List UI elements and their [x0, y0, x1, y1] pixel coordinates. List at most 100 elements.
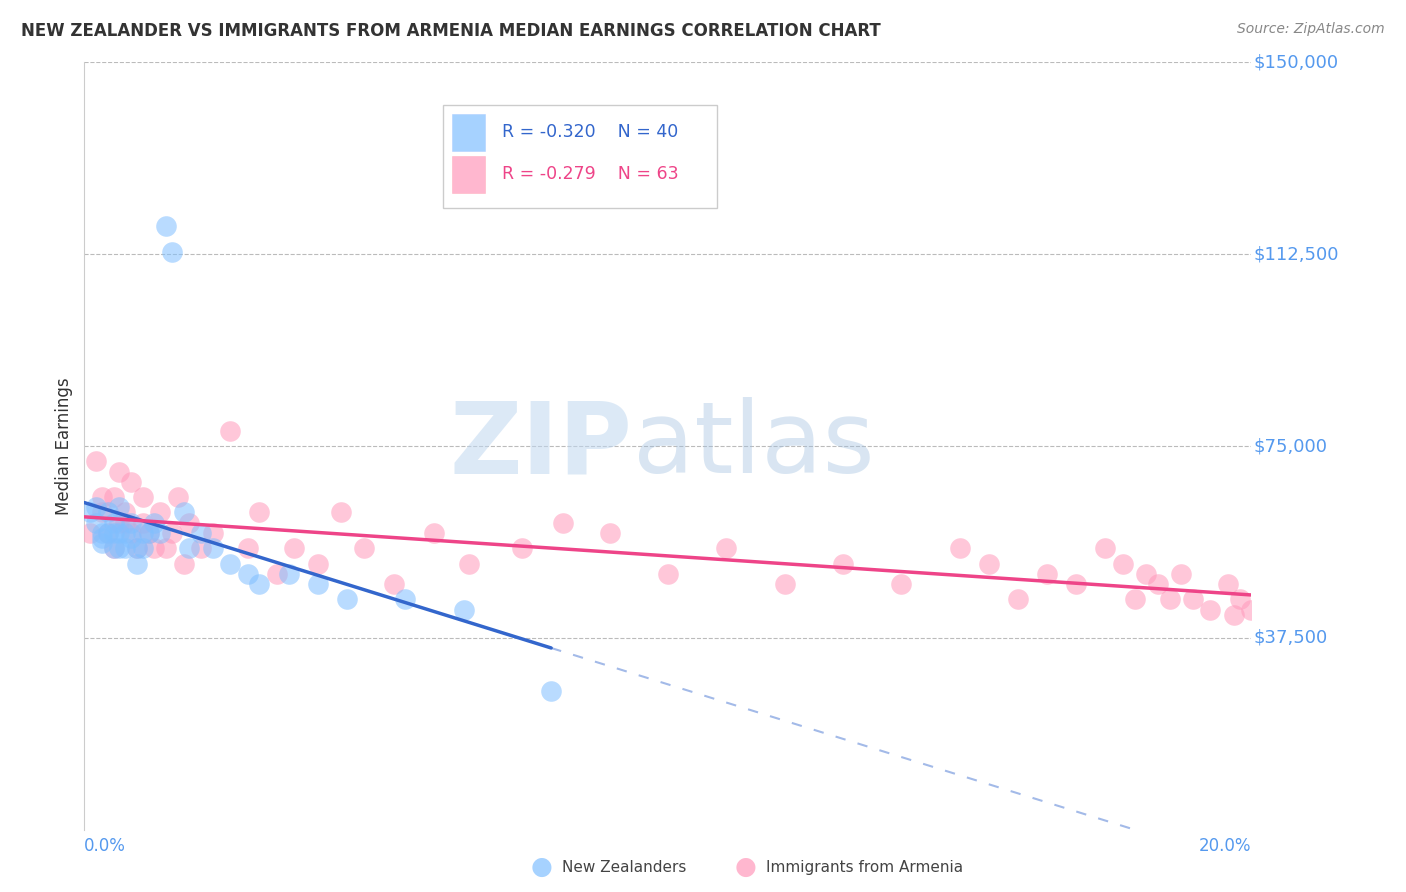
Point: [120, 516, 142, 530]
Point: [173, 506, 195, 520]
Point: [90, 525, 112, 540]
Point: [1223, 607, 1246, 622]
Point: [190, 525, 212, 540]
Point: [125, 541, 148, 556]
Text: Immigrants from Armenia: Immigrants from Armenia: [766, 860, 963, 874]
Point: [657, 566, 679, 581]
Point: [173, 557, 195, 571]
Point: [79, 506, 101, 520]
Point: [166, 490, 188, 504]
Point: [97, 525, 120, 540]
Point: [1170, 566, 1192, 581]
Point: [132, 525, 155, 540]
Text: ZIP: ZIP: [450, 398, 633, 494]
Text: New Zealanders: New Zealanders: [562, 860, 686, 874]
Point: [773, 577, 796, 591]
Point: [249, 506, 271, 520]
Point: [1094, 541, 1116, 556]
Point: [143, 516, 166, 530]
Text: 20.0%: 20.0%: [1199, 838, 1251, 855]
Point: [236, 541, 259, 556]
Point: [1159, 592, 1181, 607]
Point: [132, 490, 155, 504]
Text: $75,000: $75,000: [1254, 437, 1327, 455]
Point: [132, 516, 155, 530]
Point: [108, 500, 131, 515]
Point: [120, 531, 142, 545]
Point: [138, 525, 160, 540]
Point: [108, 541, 131, 556]
Point: [90, 531, 112, 545]
Point: [179, 541, 201, 556]
Point: [190, 541, 212, 556]
Point: [125, 557, 148, 571]
Point: [1147, 577, 1170, 591]
Text: NEW ZEALANDER VS IMMIGRANTS FROM ARMENIA MEDIAN EARNINGS CORRELATION CHART: NEW ZEALANDER VS IMMIGRANTS FROM ARMENIA…: [21, 22, 880, 40]
Point: [103, 541, 125, 556]
Point: [155, 541, 177, 556]
Point: [143, 541, 166, 556]
Point: [149, 506, 172, 520]
Point: [1036, 566, 1059, 581]
Point: [832, 557, 855, 571]
Point: [90, 536, 112, 550]
Point: [977, 557, 1000, 571]
Point: [84, 500, 107, 515]
Point: [108, 465, 131, 479]
Point: [120, 525, 142, 540]
Point: [219, 557, 242, 571]
Point: [1112, 557, 1135, 571]
Y-axis label: Median Earnings: Median Earnings: [55, 377, 73, 515]
Point: [599, 525, 621, 540]
Point: [103, 490, 125, 504]
Text: $37,500: $37,500: [1254, 629, 1327, 647]
Text: R = -0.320    N = 40: R = -0.320 N = 40: [502, 123, 678, 141]
Point: [277, 566, 299, 581]
Point: [336, 592, 359, 607]
Point: [114, 506, 136, 520]
Text: R = -0.279    N = 63: R = -0.279 N = 63: [502, 165, 679, 184]
Point: [1240, 602, 1263, 616]
Point: [1123, 592, 1146, 607]
Point: [1182, 592, 1205, 607]
Point: [219, 424, 242, 438]
Point: [1199, 602, 1222, 616]
Point: [949, 541, 972, 556]
Point: [1135, 566, 1157, 581]
Point: [453, 602, 475, 616]
Point: [149, 525, 172, 540]
Point: [458, 557, 481, 571]
Point: [108, 525, 131, 540]
Point: [540, 684, 562, 698]
Point: [155, 219, 177, 233]
Point: [201, 541, 224, 556]
Point: [510, 541, 533, 556]
Text: Source: ZipAtlas.com: Source: ZipAtlas.com: [1237, 22, 1385, 37]
Point: [160, 244, 183, 259]
Point: [125, 541, 148, 556]
Point: [307, 577, 329, 591]
Point: [353, 541, 375, 556]
Point: [716, 541, 738, 556]
Text: ●: ●: [734, 855, 756, 879]
Point: [1007, 592, 1029, 607]
Point: [423, 525, 446, 540]
Point: [307, 557, 329, 571]
Point: [266, 566, 288, 581]
Point: [120, 475, 142, 489]
Point: [890, 577, 912, 591]
Bar: [451, 114, 485, 151]
Point: [103, 516, 125, 530]
Text: 0.0%: 0.0%: [84, 838, 127, 855]
Point: [90, 506, 112, 520]
Point: [84, 516, 107, 530]
Point: [1066, 577, 1088, 591]
Text: $112,500: $112,500: [1254, 245, 1339, 263]
Point: [132, 541, 155, 556]
Point: [90, 490, 112, 504]
Point: [108, 516, 131, 530]
Bar: [451, 156, 485, 193]
Point: [330, 506, 353, 520]
Point: [1229, 592, 1251, 607]
Point: [114, 525, 136, 540]
